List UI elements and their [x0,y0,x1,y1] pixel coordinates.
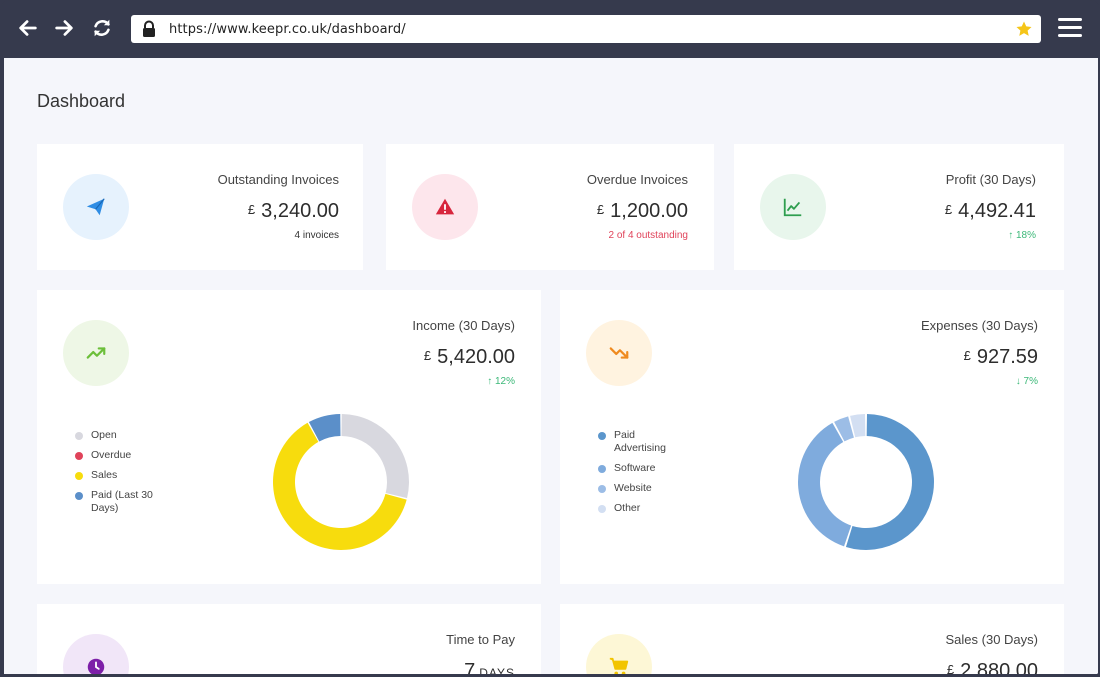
reload-button[interactable] [88,14,116,42]
card-label: Outstanding Invoices [217,172,339,187]
profit-change: ↑ 18% [1008,230,1036,241]
outstanding-invoices-card[interactable]: Outstanding Invoices £ 3,240.00 4 invoic… [37,144,363,270]
trend-down-icon [586,320,652,386]
legend-item: Sales [75,469,165,482]
reload-icon [94,19,110,37]
arrow-up-icon: ↑ [487,376,495,387]
legend-item: Software [598,462,678,475]
arrow-down-icon: ↓ [1015,376,1024,387]
card-label: Profit (30 Days) [945,172,1036,187]
overdue-count: 2 of 4 outstanding [608,230,688,241]
profit-amount: £ 4,492.41 [944,200,1036,222]
legend-item: Paid (Last 30 Days) [75,489,165,515]
forward-button[interactable] [50,14,78,42]
expenses-donut-chart [798,414,934,550]
expenses-legend: Paid Advertising Software Website Other [598,429,678,522]
income-amount: £ 5,420.00 [423,346,515,368]
dashboard-page: Dashboard Outstanding Invoices £ 3,240.0… [4,58,1098,674]
warning-icon [412,174,478,240]
expenses-amount: £ 927.59 [963,346,1038,368]
page-title: Dashboard [37,91,126,111]
profit-card[interactable]: Profit (30 Days) £ 4,492.41 ↑ 18% [734,144,1064,270]
clock-icon [63,634,129,674]
legend-item: Other [598,502,678,515]
card-label: Sales (30 Days) [945,632,1038,647]
income-change: ↑ 12% [487,376,515,387]
hamburger-menu-icon[interactable] [1058,18,1082,40]
expenses-change: ↓ 7% [1015,376,1038,387]
browser-toolbar: https://www.keepr.co.uk/dashboard/ [0,0,1100,58]
arrow-up-icon: ↑ [1008,230,1016,241]
overdue-amount: £ 1,200.00 [596,200,688,222]
arrow-left-icon [19,20,37,36]
outstanding-amount: £ 3,240.00 [247,200,339,222]
arrow-right-icon [55,20,73,36]
income-legend: Open Overdue Sales Paid (Last 30 Days) [75,429,165,522]
time-to-pay-card[interactable]: Time to Pay 7 DAYS [37,604,541,674]
card-label: Overdue Invoices [586,172,688,187]
time-to-pay-value: 7 DAYS [464,660,515,674]
sales-amount: £ 2,880.00 [946,660,1038,674]
donut-slice-paid-last-30-days [308,414,341,442]
overdue-invoices-card[interactable]: Overdue Invoices £ 1,200.00 2 of 4 outst… [386,144,714,270]
income-card[interactable]: Income (30 Days) £ 5,420.00 ↑ 12% Open O… [37,290,541,584]
address-bar[interactable]: https://www.keepr.co.uk/dashboard/ [131,15,1041,43]
card-label: Expenses (30 Days) [920,318,1038,333]
trend-up-icon [63,320,129,386]
card-label: Income (30 Days) [412,318,515,333]
paper-plane-icon [63,174,129,240]
line-chart-icon [760,174,826,240]
card-label: Time to Pay [446,632,515,647]
donut-slice-open [341,414,409,499]
legend-item: Open [75,429,165,442]
donut-slice-sales [273,422,407,550]
back-button[interactable] [14,14,42,42]
expenses-card[interactable]: Expenses (30 Days) £ 927.59 ↓ 7% Paid Ad… [560,290,1064,584]
legend-item: Paid Advertising [598,429,678,455]
donut-slice-paid-advertising [845,414,934,550]
donut-slice-website [834,416,854,442]
income-donut-chart [273,414,409,550]
donut-slice-software [798,422,852,547]
legend-item: Website [598,482,678,495]
legend-item: Overdue [75,449,165,462]
cart-icon [586,634,652,674]
lock-icon [143,20,155,37]
outstanding-count: 4 invoices [294,230,339,241]
sales-card[interactable]: Sales (30 Days) £ 2,880.00 [560,604,1064,674]
bookmark-star-icon[interactable] [1015,20,1033,38]
donut-slice-other [850,414,866,438]
url-text: https://www.keepr.co.uk/dashboard/ [169,21,406,37]
